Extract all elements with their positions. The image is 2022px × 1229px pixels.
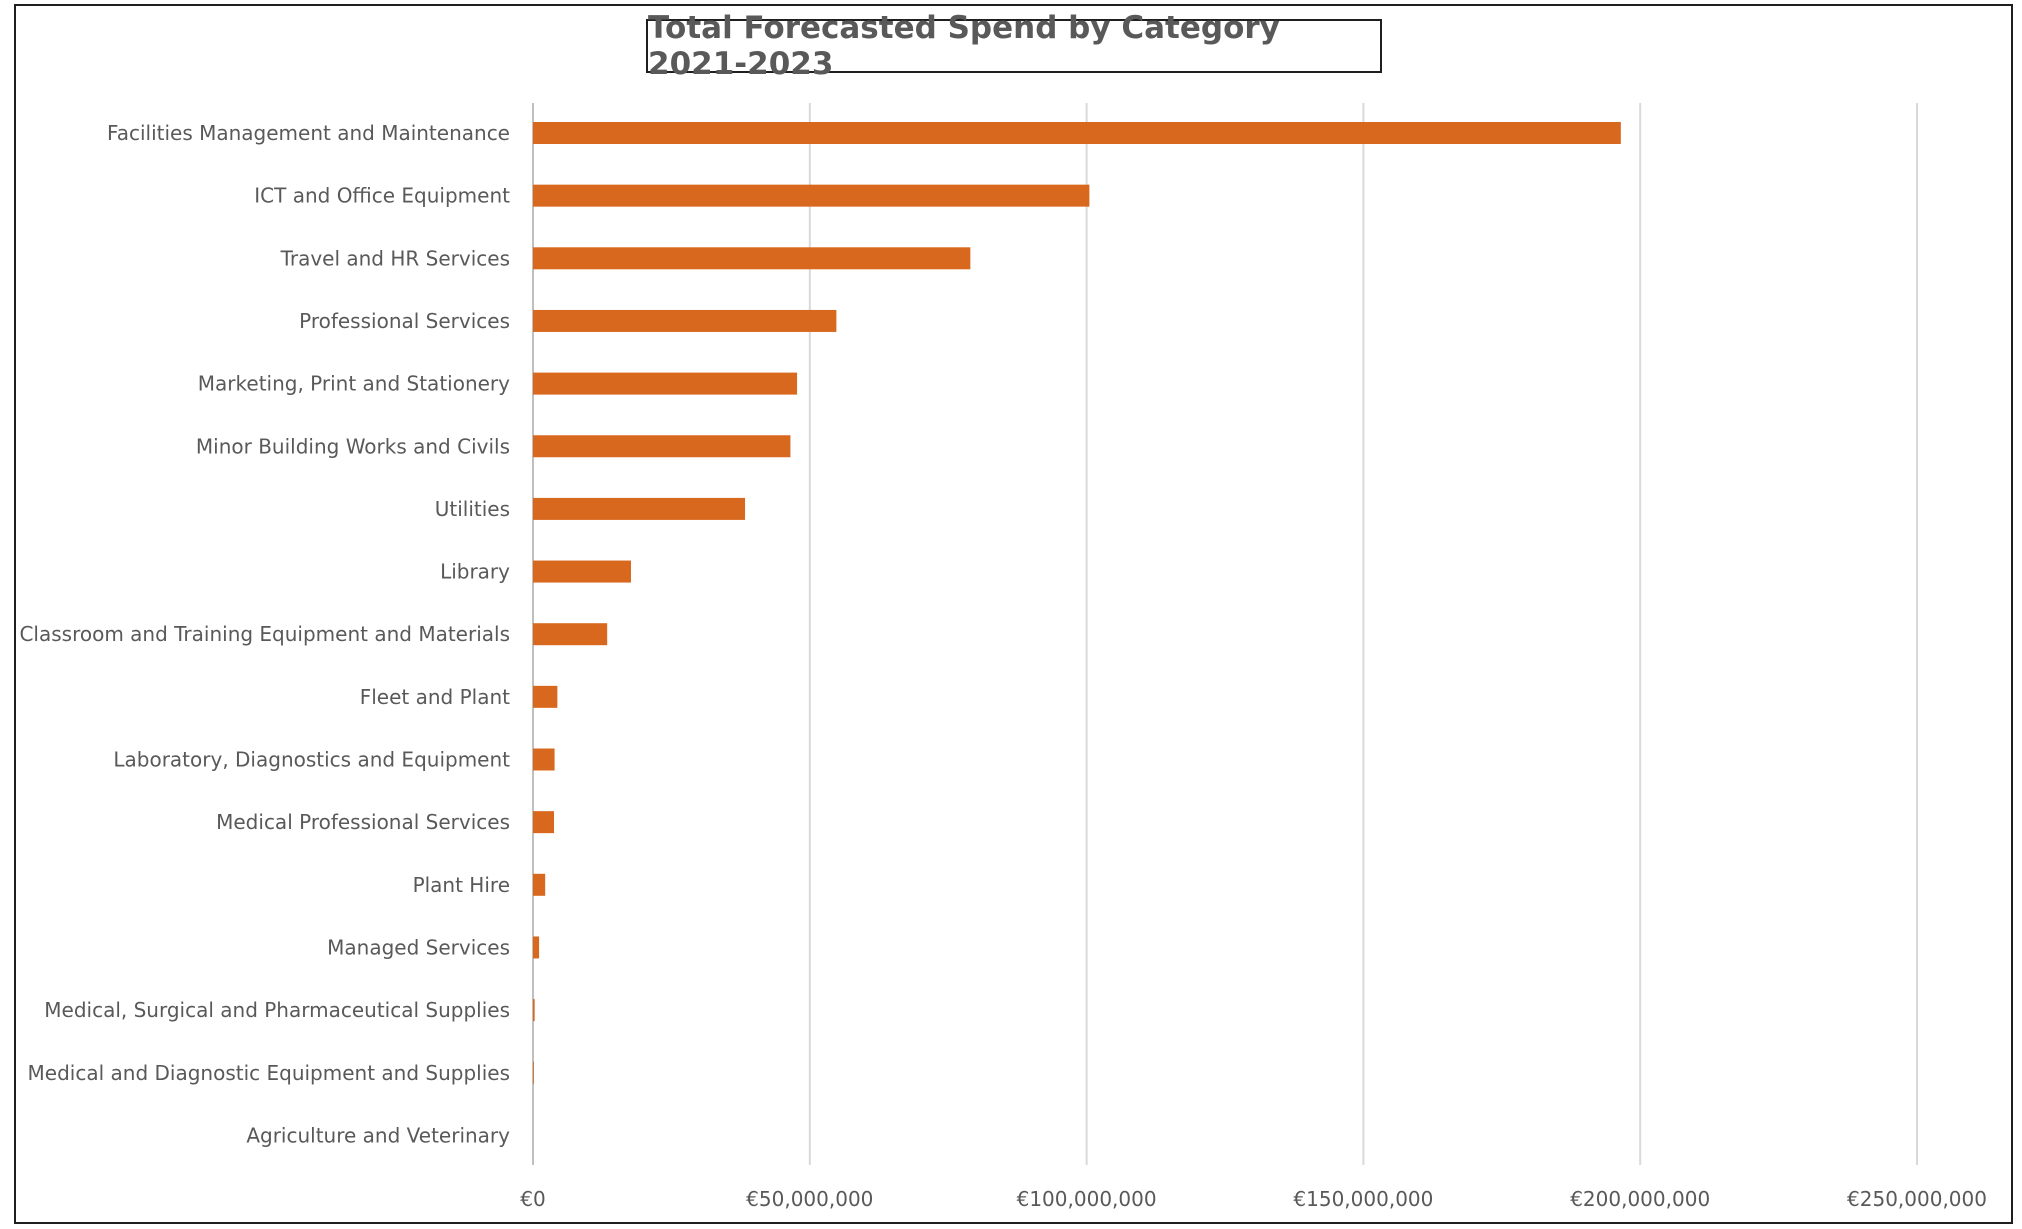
bar <box>533 999 535 1022</box>
bar <box>533 435 791 458</box>
category-label: Medical Professional Services <box>216 810 510 834</box>
bar <box>533 936 540 959</box>
bar <box>533 309 837 332</box>
category-label: Minor Building Works and Civils <box>196 434 510 458</box>
x-tick-label: €50,000,000 <box>746 1187 873 1211</box>
category-label: ICT and Office Equipment <box>254 184 510 208</box>
x-tick-label: €0 <box>520 1187 545 1211</box>
category-label: Agriculture and Veterinary <box>246 1123 510 1147</box>
category-label: Fleet and Plant <box>360 685 510 709</box>
category-label: Professional Services <box>299 309 510 333</box>
category-labels: Facilities Management and Maintenance ICT… <box>19 121 510 1147</box>
bars <box>533 122 1621 1084</box>
category-label: Classroom and Training Equipment and Mat… <box>19 622 510 646</box>
bar <box>533 748 555 771</box>
category-label: Managed Services <box>327 935 510 959</box>
x-tick-label: €150,000,000 <box>1293 1187 1433 1211</box>
bar <box>533 372 798 395</box>
bar <box>533 247 971 270</box>
category-label: Plant Hire <box>413 873 510 897</box>
bar <box>533 560 631 583</box>
bar <box>533 811 555 834</box>
x-tick-label: €100,000,000 <box>1017 1187 1157 1211</box>
category-label: Marketing, Print and Stationery <box>198 372 510 396</box>
x-tick-label: €200,000,000 <box>1570 1187 1710 1211</box>
chart-frame <box>14 4 2013 1224</box>
bar <box>533 184 1090 207</box>
category-label: Travel and HR Services <box>280 246 510 270</box>
category-label: Library <box>440 560 510 584</box>
chart-title: Total Forecasted Spend by Category 2021-… <box>646 10 1382 82</box>
bar <box>533 685 558 708</box>
x-tick-labels: €0 €50,000,000 €100,000,000 €150,000,000 €20… <box>520 1187 1987 1211</box>
category-label: Facilities Management and Maintenance <box>107 121 510 145</box>
bar <box>533 122 1621 144</box>
category-label: Laboratory, Diagnostics and Equipment <box>113 748 510 772</box>
bar <box>533 1061 534 1084</box>
bar <box>533 873 546 896</box>
gridlines <box>532 103 1918 1165</box>
category-label: Medical, Surgical and Pharmaceutical Sup… <box>44 998 510 1022</box>
category-label: Medical and Diagnostic Equipment and Sup… <box>28 1061 510 1085</box>
bar <box>533 497 746 520</box>
bar <box>533 623 608 646</box>
x-tick-label: €250,000,000 <box>1847 1187 1987 1211</box>
category-label: Utilities <box>435 497 510 521</box>
